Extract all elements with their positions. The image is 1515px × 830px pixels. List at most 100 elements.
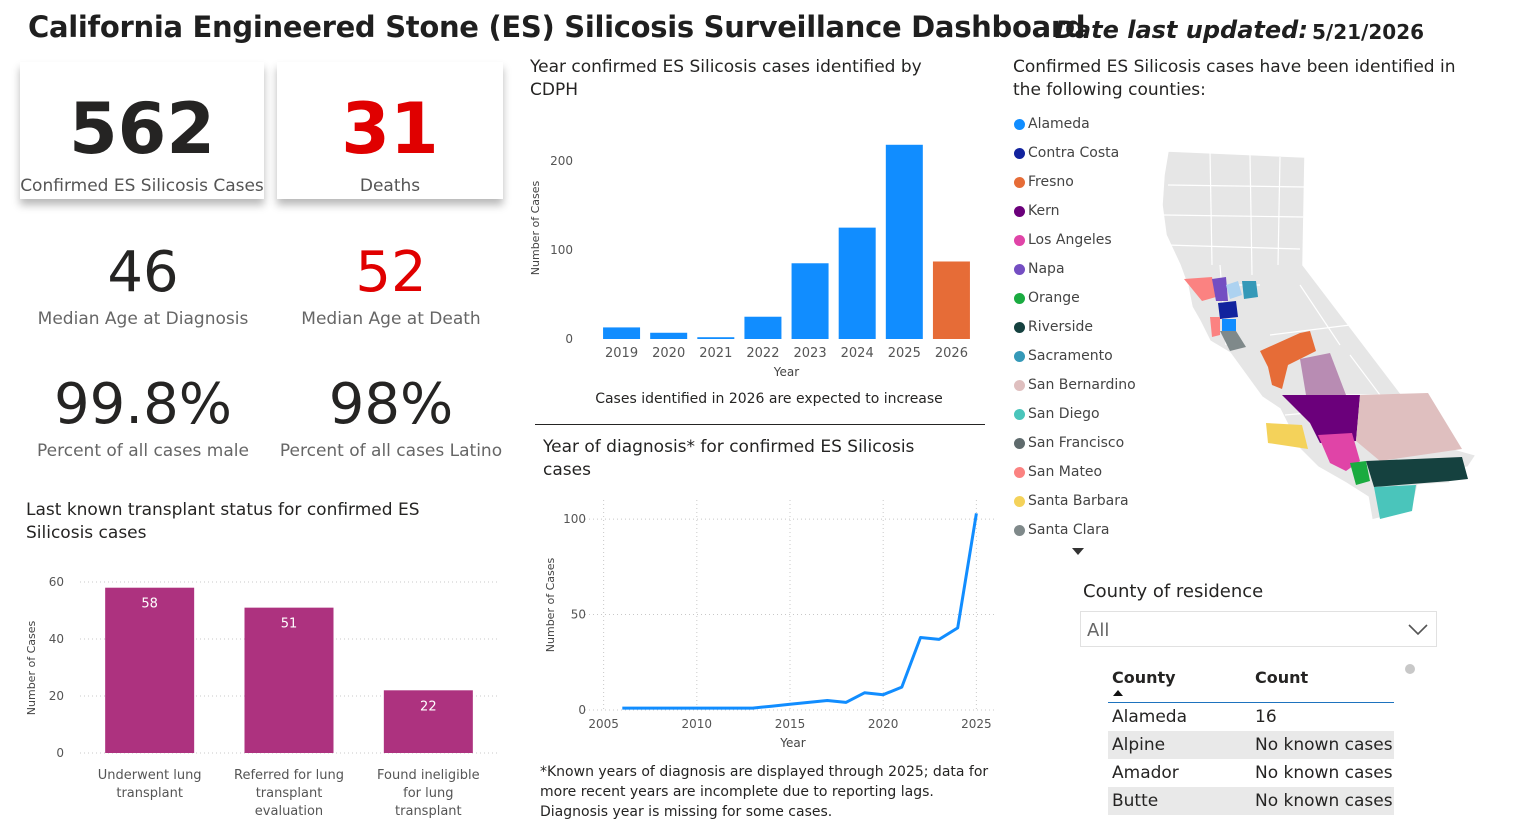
header-count[interactable]: Count	[1255, 668, 1309, 687]
table-cell-count: No known cases	[1255, 791, 1393, 811]
legend-label: San Francisco	[1028, 435, 1125, 451]
legend-item[interactable]: Contra Costa	[1014, 144, 1119, 162]
legend-color-dot	[1014, 466, 1025, 478]
x-tick-label: 2015	[775, 717, 806, 731]
date-updated-label: Date last updated:	[1055, 16, 1308, 44]
y-tick-label: 50	[571, 608, 586, 622]
table-cell-count: No known cases	[1255, 735, 1393, 755]
data-label: 58	[141, 597, 158, 612]
y-tick-label: 40	[49, 632, 64, 646]
legend-color-dot	[1014, 495, 1025, 507]
y-tick-label: 200	[550, 154, 573, 168]
legend-item[interactable]: San Francisco	[1014, 434, 1124, 452]
table-row: Butte No known cases	[1108, 787, 1394, 815]
x-tick-label: 2020	[652, 346, 685, 361]
x-tick-label: 2021	[699, 346, 732, 361]
section-divider	[535, 424, 985, 425]
median-age-death-value: 52	[355, 240, 427, 305]
dashboard-title: California Engineered Stone (ES) Silicos…	[28, 10, 1086, 44]
table-cell-count: No known cases	[1255, 763, 1393, 783]
percent-male-kpi: 99.8% Percent of all cases male	[18, 372, 268, 462]
median-age-diagnosis-kpi: 46 Median Age at Diagnosis	[18, 245, 268, 330]
county-of-residence-dropdown[interactable]: All	[1080, 611, 1437, 647]
table-cell-county: Alameda	[1112, 707, 1187, 727]
legend-item[interactable]: Orange	[1014, 289, 1080, 307]
data-label: 51	[281, 617, 298, 632]
table-header: County Count	[1108, 662, 1394, 703]
legend-label: Sacramento	[1028, 348, 1113, 364]
legend-item[interactable]: Los Angeles	[1014, 231, 1112, 249]
legend-label: San Mateo	[1028, 464, 1103, 480]
bar	[650, 332, 688, 339]
california-county-map[interactable]	[1150, 145, 1480, 530]
x-tick-label: 2019	[605, 346, 638, 361]
legend-label: Contra Costa	[1028, 145, 1120, 161]
legend-item[interactable]: San Bernardino	[1014, 376, 1136, 394]
percent-male-label: Percent of all cases male	[37, 441, 249, 461]
confirmed-cases-card: 562 Confirmed ES Silicosis Cases	[20, 62, 264, 199]
legend-label: Fresno	[1028, 174, 1074, 190]
legend-item[interactable]: San Mateo	[1014, 463, 1102, 481]
table-row: Alameda 16	[1108, 703, 1394, 731]
x-tick-label: 2023	[794, 346, 827, 361]
legend-color-dot	[1014, 263, 1025, 275]
percent-latino-value: 98%	[328, 372, 454, 437]
legend-item[interactable]: Alameda	[1014, 115, 1090, 133]
sort-ascending-icon[interactable]	[1113, 690, 1123, 696]
bar	[791, 263, 829, 339]
series-line	[622, 513, 978, 710]
header-county[interactable]: County	[1112, 668, 1176, 687]
table-cell-county: Alpine	[1112, 735, 1166, 755]
x-tick-label: Found ineligible	[377, 768, 480, 783]
x-tick-label: 2010	[682, 717, 713, 731]
legend-label: Los Angeles	[1028, 232, 1112, 248]
deaths-value: 31	[341, 88, 439, 170]
legend-item[interactable]: Napa	[1014, 260, 1065, 278]
legend-color-dot	[1014, 118, 1025, 130]
y-axis-label: Number of Cases	[544, 558, 557, 653]
bar	[744, 316, 782, 339]
table-cell-county: Amador	[1112, 763, 1179, 783]
legend-item[interactable]: Riverside	[1014, 318, 1093, 336]
x-tick-label: 2024	[841, 346, 874, 361]
x-tick-label: for lung	[403, 786, 453, 801]
cdph-chart-note: Cases identified in 2026 are expected to…	[595, 391, 943, 407]
x-tick-label: 2025	[888, 346, 921, 361]
legend-item[interactable]: Kern	[1014, 202, 1059, 220]
table-scroll-indicator[interactable]	[1405, 664, 1415, 674]
legend-color-dot	[1014, 147, 1025, 159]
x-tick-label: 2005	[588, 717, 619, 731]
confirmed-cases-label: Confirmed ES Silicosis Cases	[20, 176, 264, 196]
legend-scroll-down-icon[interactable]	[1072, 548, 1084, 555]
chevron-down-icon	[1408, 624, 1428, 636]
x-tick-label: 2026	[935, 346, 968, 361]
bar	[697, 337, 735, 339]
x-tick-label: 2025	[961, 717, 992, 731]
x-tick-label: transplant	[256, 786, 323, 801]
transplant-chart-title: Last known transplant status for confirm…	[26, 500, 420, 543]
table-row: Amador No known cases	[1108, 759, 1394, 787]
y-tick-label: 60	[49, 575, 64, 589]
legend-label: Santa Barbara	[1028, 493, 1129, 509]
percent-latino-kpi: 98% Percent of all cases Latino	[266, 372, 516, 462]
bar	[838, 227, 876, 339]
percent-male-value: 99.8%	[54, 372, 232, 437]
legend-item[interactable]: Santa Barbara	[1014, 492, 1129, 510]
cases-by-year-identified-chart: 0 100 200 Number of Cases 2019 2020 2021 2022 20…	[529, 144, 970, 379]
county-count-table: County Count Alameda 16 Alpine No known …	[1108, 662, 1394, 815]
legend-item[interactable]: Sacramento	[1014, 347, 1113, 365]
legend-item[interactable]: San Diego	[1014, 405, 1100, 423]
county-dropdown-value: All	[1087, 620, 1110, 641]
legend-color-dot	[1014, 408, 1025, 420]
y-axis-label: Number of Cases	[25, 621, 38, 716]
legend-label: San Bernardino	[1028, 377, 1136, 393]
bar	[383, 690, 473, 753]
y-tick-label: 100	[563, 512, 586, 526]
legend-label: Riverside	[1028, 319, 1093, 335]
bar	[885, 144, 923, 339]
legend-item[interactable]: Santa Clara	[1014, 521, 1109, 539]
data-label: 22	[420, 699, 437, 714]
legend-color-dot	[1014, 292, 1025, 304]
legend-item[interactable]: Fresno	[1014, 173, 1074, 191]
highlighted-counties	[1184, 277, 1468, 519]
